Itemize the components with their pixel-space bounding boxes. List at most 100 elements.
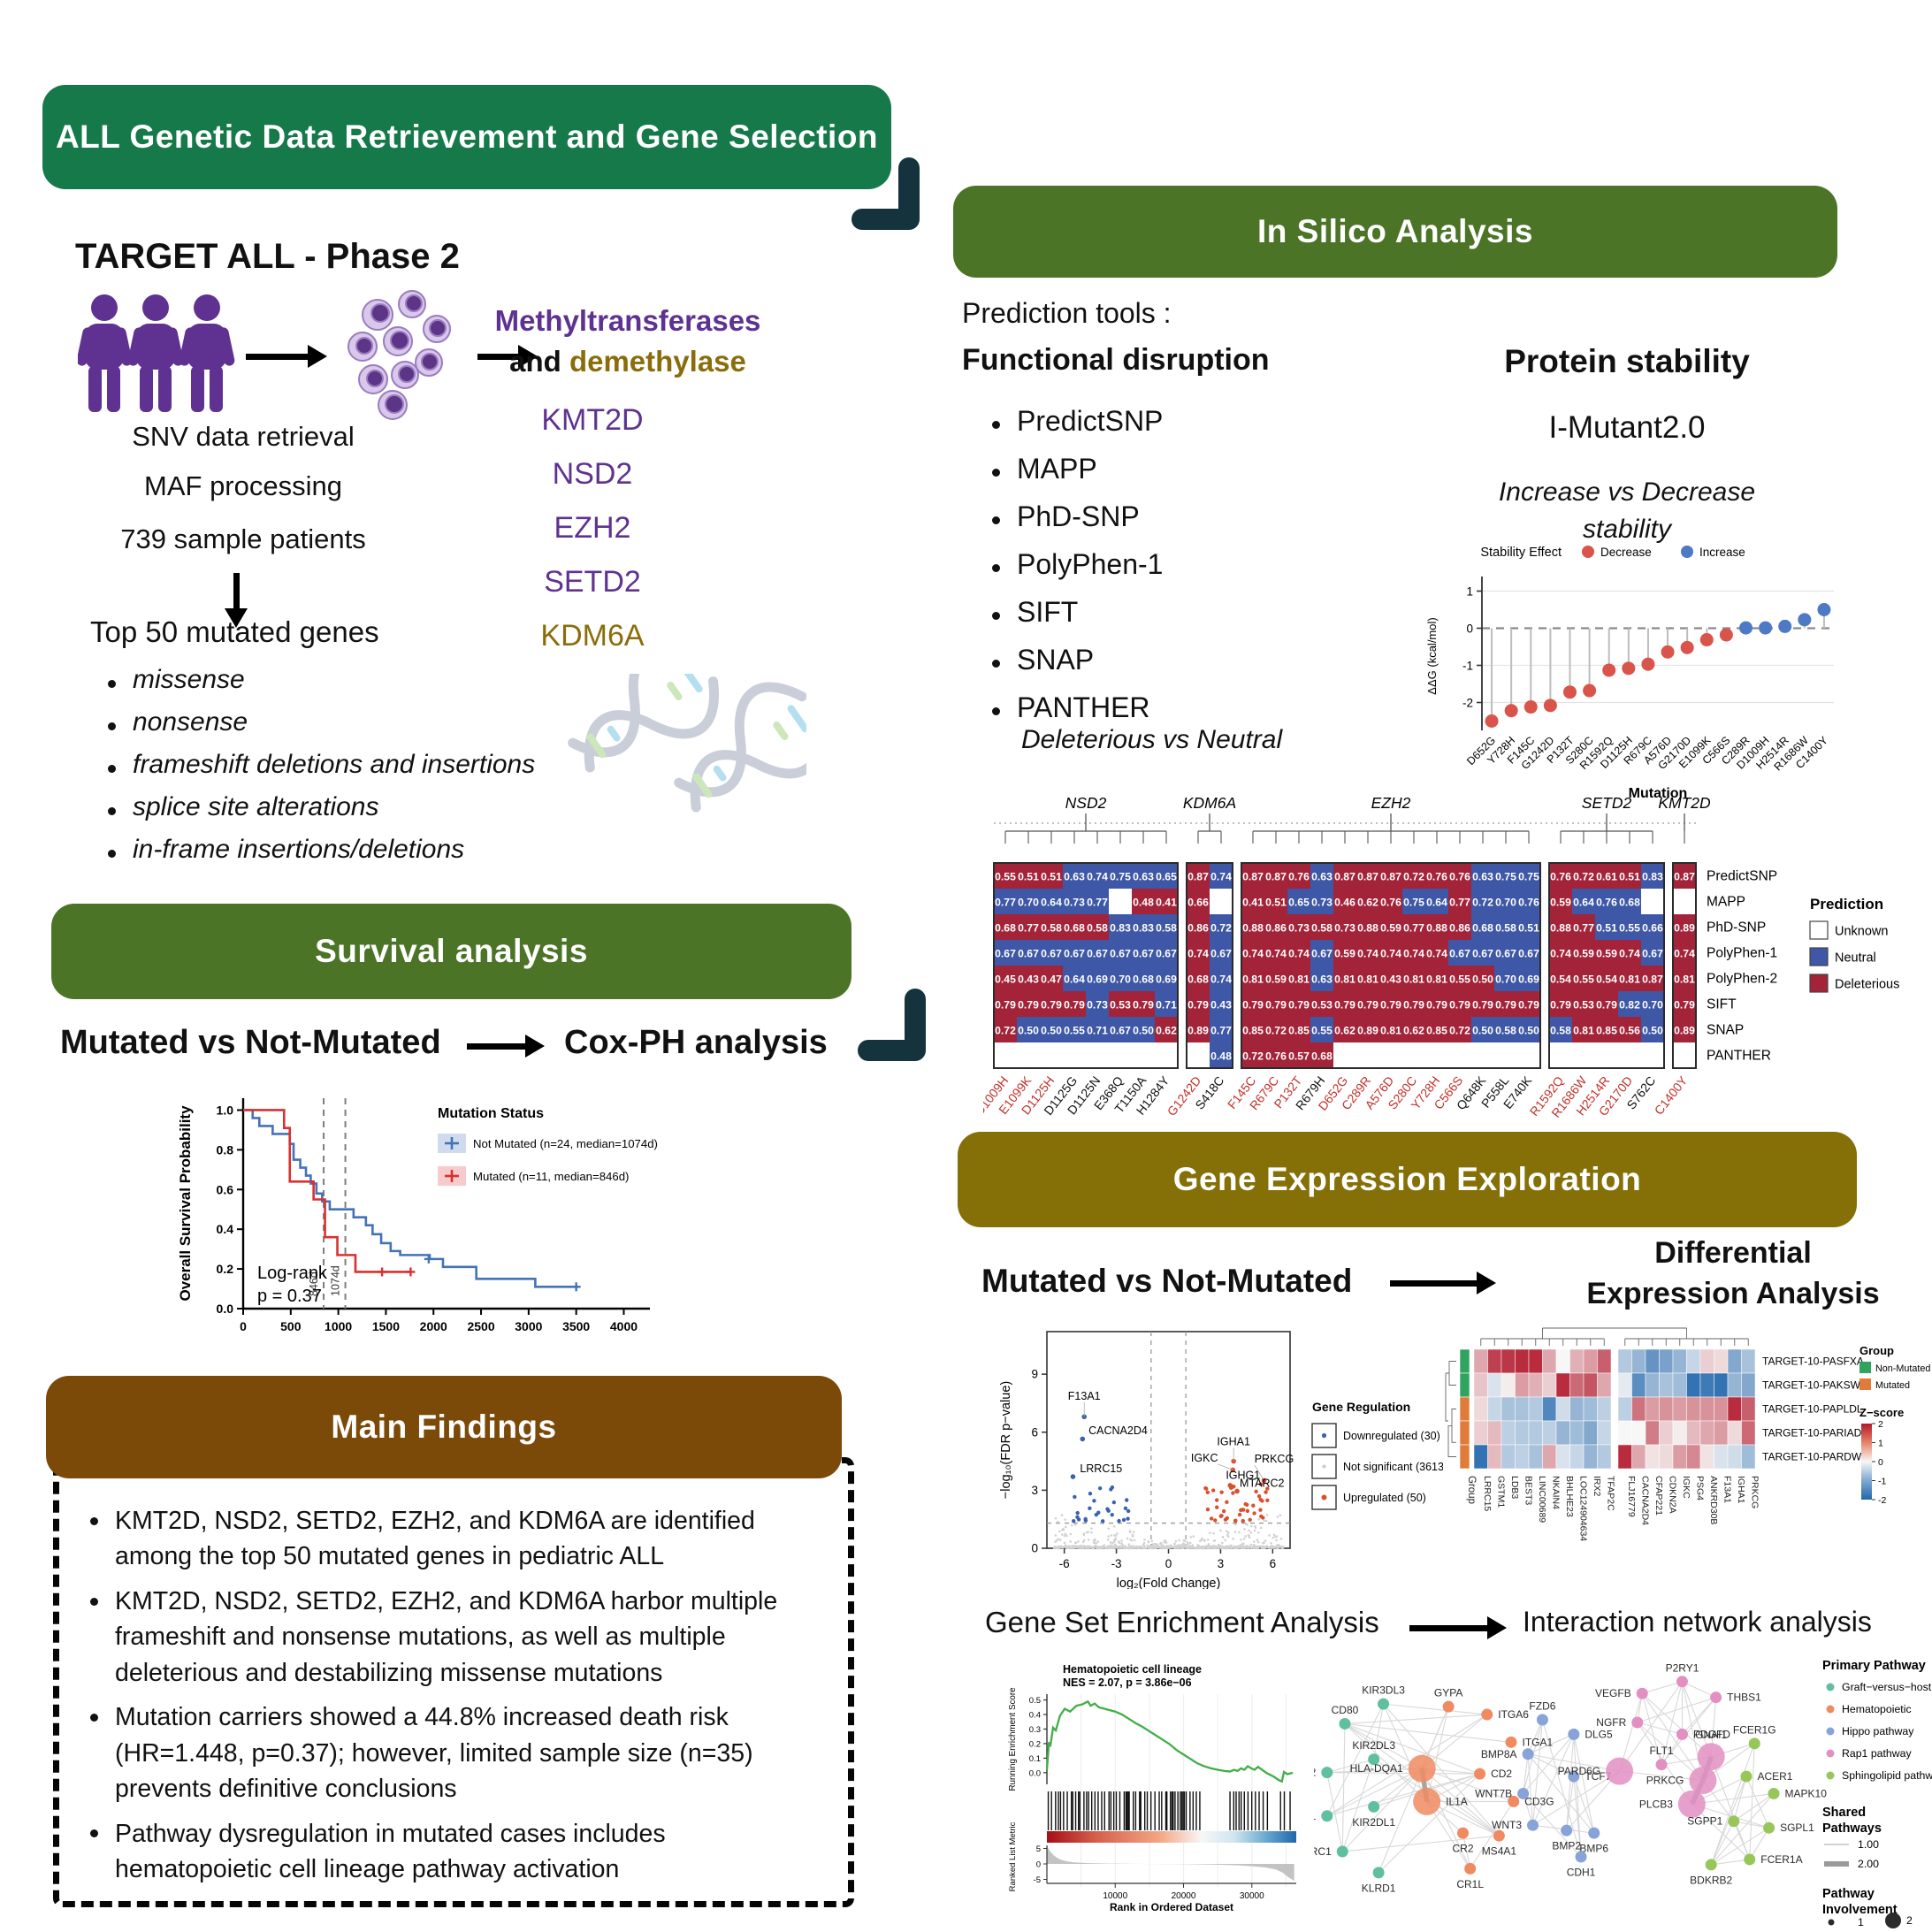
- svg-text:CD80: CD80: [1332, 1704, 1359, 1716]
- svg-text:0.3: 0.3: [1029, 1725, 1041, 1735]
- svg-text:0: 0: [1466, 622, 1473, 636]
- svg-text:BMP8A: BMP8A: [1481, 1748, 1517, 1760]
- svg-text:0.64: 0.64: [1426, 897, 1447, 909]
- gene-list: KMT2D NSD2 EZH2 SETD2 KDM6A: [517, 403, 668, 673]
- step-maf: MAF processing: [144, 470, 342, 501]
- insilico-header-label: In Silico Analysis: [1257, 213, 1533, 249]
- svg-text:0.59: 0.59: [1550, 897, 1571, 909]
- svg-text:IL1A: IL1A: [1446, 1795, 1468, 1807]
- svg-text:0.50: 0.50: [1518, 1025, 1539, 1037]
- svg-text:DLG5: DLG5: [1585, 1728, 1613, 1740]
- svg-text:NGFR: NGFR: [1596, 1716, 1626, 1729]
- svg-text:HLA-DQA1: HLA-DQA1: [1350, 1762, 1403, 1775]
- svg-text:IGKC: IGKC: [1191, 1452, 1218, 1464]
- svg-text:-3: -3: [1111, 1557, 1122, 1570]
- svg-text:0.67: 0.67: [1156, 948, 1177, 960]
- svg-text:Mutated: Mutated: [1875, 1380, 1910, 1391]
- svg-text:Hippo pathway: Hippo pathway: [1842, 1725, 1914, 1737]
- svg-text:0.68: 0.68: [1472, 922, 1493, 935]
- svg-text:0.6: 0.6: [217, 1182, 234, 1196]
- volcano-plot: -6 -3 0 3 6 0 3 6 9 log₂(Fold Change) −log₁₀(FDR p…: [999, 1331, 1443, 1589]
- svg-text:Log-rank: Log-rank: [257, 1264, 328, 1283]
- svg-text:0.79: 0.79: [1357, 999, 1378, 1012]
- svg-text:Hematopoietic cell lineage: Hematopoietic cell lineage: [1063, 1663, 1202, 1676]
- svg-text:0.8: 0.8: [217, 1142, 234, 1157]
- svg-text:1: 1: [1466, 585, 1473, 599]
- gex-header: Gene Expression Exploration: [958, 1132, 1857, 1227]
- svg-text:0.79: 0.79: [1187, 999, 1209, 1012]
- survival-comparison: Mutated vs Not-Mutated: [60, 1024, 441, 1061]
- svg-text:MTARC2: MTARC2: [1240, 1477, 1285, 1489]
- svg-text:0.74: 0.74: [1380, 948, 1401, 960]
- svg-text:0.79: 0.79: [1403, 999, 1424, 1012]
- svg-text:LRRC15: LRRC15: [1482, 1476, 1493, 1511]
- gene-item-KMT2D: KMT2D: [541, 403, 644, 437]
- prediction-tool-item: PolyPhen-1: [980, 548, 1351, 581]
- svg-text:IGKC: IGKC: [1681, 1476, 1691, 1499]
- svg-text:0.81: 0.81: [1403, 974, 1424, 986]
- svg-text:0.81: 0.81: [1242, 974, 1264, 986]
- svg-text:PhD-SNP: PhD-SNP: [1707, 920, 1766, 935]
- svg-text:Neutral: Neutral: [1835, 951, 1876, 966]
- svg-text:0.79: 0.79: [1596, 999, 1617, 1012]
- svg-text:0.72: 0.72: [1265, 1025, 1287, 1037]
- gsea-label: Gene Set Enrichment Analysis: [985, 1606, 1379, 1638]
- svg-text:TARGET-10-PAPLDL: TARGET-10-PAPLDL: [1762, 1403, 1863, 1416]
- svg-text:TFAP2C: TFAP2C: [1605, 1476, 1615, 1511]
- svg-text:0.83: 0.83: [1110, 922, 1131, 935]
- svg-text:BHLHE23: BHLHE23: [1564, 1476, 1575, 1517]
- svg-text:0.81: 0.81: [1288, 974, 1310, 986]
- svg-text:0.79: 0.79: [1041, 999, 1062, 1012]
- svg-text:30000: 30000: [1240, 1891, 1264, 1901]
- svg-text:Involvement: Involvement: [1822, 1903, 1898, 1917]
- finding-item: KMT2D, NSD2, SETD2, EZH2, and KDM6A harb…: [78, 1584, 821, 1691]
- svg-text:0.73: 0.73: [1087, 999, 1108, 1012]
- svg-text:0.1: 0.1: [1029, 1754, 1041, 1764]
- svg-text:0.81: 0.81: [1426, 974, 1447, 986]
- svg-text:0.2: 0.2: [1029, 1739, 1041, 1749]
- svg-text:Group: Group: [1859, 1344, 1894, 1357]
- target-title: TARGET ALL - Phase 2: [75, 237, 460, 276]
- svg-text:0.74: 0.74: [1288, 948, 1310, 960]
- svg-text:1500: 1500: [372, 1319, 400, 1333]
- svg-text:SGPL1: SGPL1: [1780, 1821, 1814, 1834]
- gex-comparison: Mutated vs Not-Mutated: [981, 1263, 1353, 1299]
- svg-text:20000: 20000: [1172, 1891, 1196, 1901]
- svg-text:−log₁₀(FDR p−value): −log₁₀(FDR p−value): [999, 1381, 1013, 1499]
- svg-text:0.59: 0.59: [1334, 948, 1355, 960]
- svg-text:0.76: 0.76: [1449, 871, 1470, 883]
- finding-item: Pathway dysregulation in mutated cases i…: [78, 1816, 821, 1888]
- svg-text:TCF7: TCF7: [1585, 1770, 1611, 1783]
- svg-text:Stability Effect: Stability Effect: [1480, 546, 1562, 560]
- svg-text:0.59: 0.59: [1596, 948, 1617, 960]
- svg-text:0.54: 0.54: [1550, 974, 1571, 986]
- svg-text:6: 6: [1270, 1557, 1277, 1570]
- svg-text:0.76: 0.76: [1550, 871, 1571, 883]
- svg-text:GNAI1: GNAI1: [1695, 1729, 1727, 1741]
- svg-text:0.2: 0.2: [217, 1262, 234, 1276]
- findings-header-label: Main Findings: [331, 1409, 557, 1445]
- svg-text:0.81: 0.81: [1573, 1025, 1594, 1037]
- svg-text:0.72: 0.72: [1403, 871, 1424, 883]
- svg-text:0.66: 0.66: [1187, 897, 1209, 909]
- svg-text:0.86: 0.86: [1265, 922, 1287, 935]
- svg-text:0.77: 0.77: [1018, 922, 1039, 935]
- finding-item: Mutation carriers showed a 44.8% increas…: [78, 1699, 821, 1806]
- svg-text:0.63: 0.63: [1133, 871, 1154, 883]
- svg-text:0.73: 0.73: [1064, 897, 1085, 909]
- network-label: Interaction network analysis: [1523, 1606, 1872, 1638]
- svg-text:0.63: 0.63: [1472, 871, 1493, 883]
- svg-text:0.76: 0.76: [1426, 871, 1447, 883]
- svg-text:0.68: 0.68: [1064, 922, 1085, 935]
- svg-text:F13A1: F13A1: [1722, 1476, 1732, 1503]
- svg-text:0.88: 0.88: [1550, 922, 1571, 935]
- svg-text:0.85: 0.85: [1288, 1025, 1310, 1037]
- svg-text:0.67: 0.67: [1133, 948, 1154, 960]
- svg-text:CFAP221: CFAP221: [1653, 1476, 1664, 1516]
- svg-text:1.00: 1.00: [1858, 1838, 1879, 1851]
- svg-text:PRKCG: PRKCG: [1749, 1476, 1760, 1508]
- svg-text:0.77: 0.77: [1210, 1025, 1232, 1037]
- svg-text:0.74: 0.74: [1210, 974, 1232, 986]
- svg-text:KIR3DL2: KIR3DL2: [1314, 1767, 1317, 1779]
- svg-text:FCER1G: FCER1G: [1733, 1723, 1776, 1736]
